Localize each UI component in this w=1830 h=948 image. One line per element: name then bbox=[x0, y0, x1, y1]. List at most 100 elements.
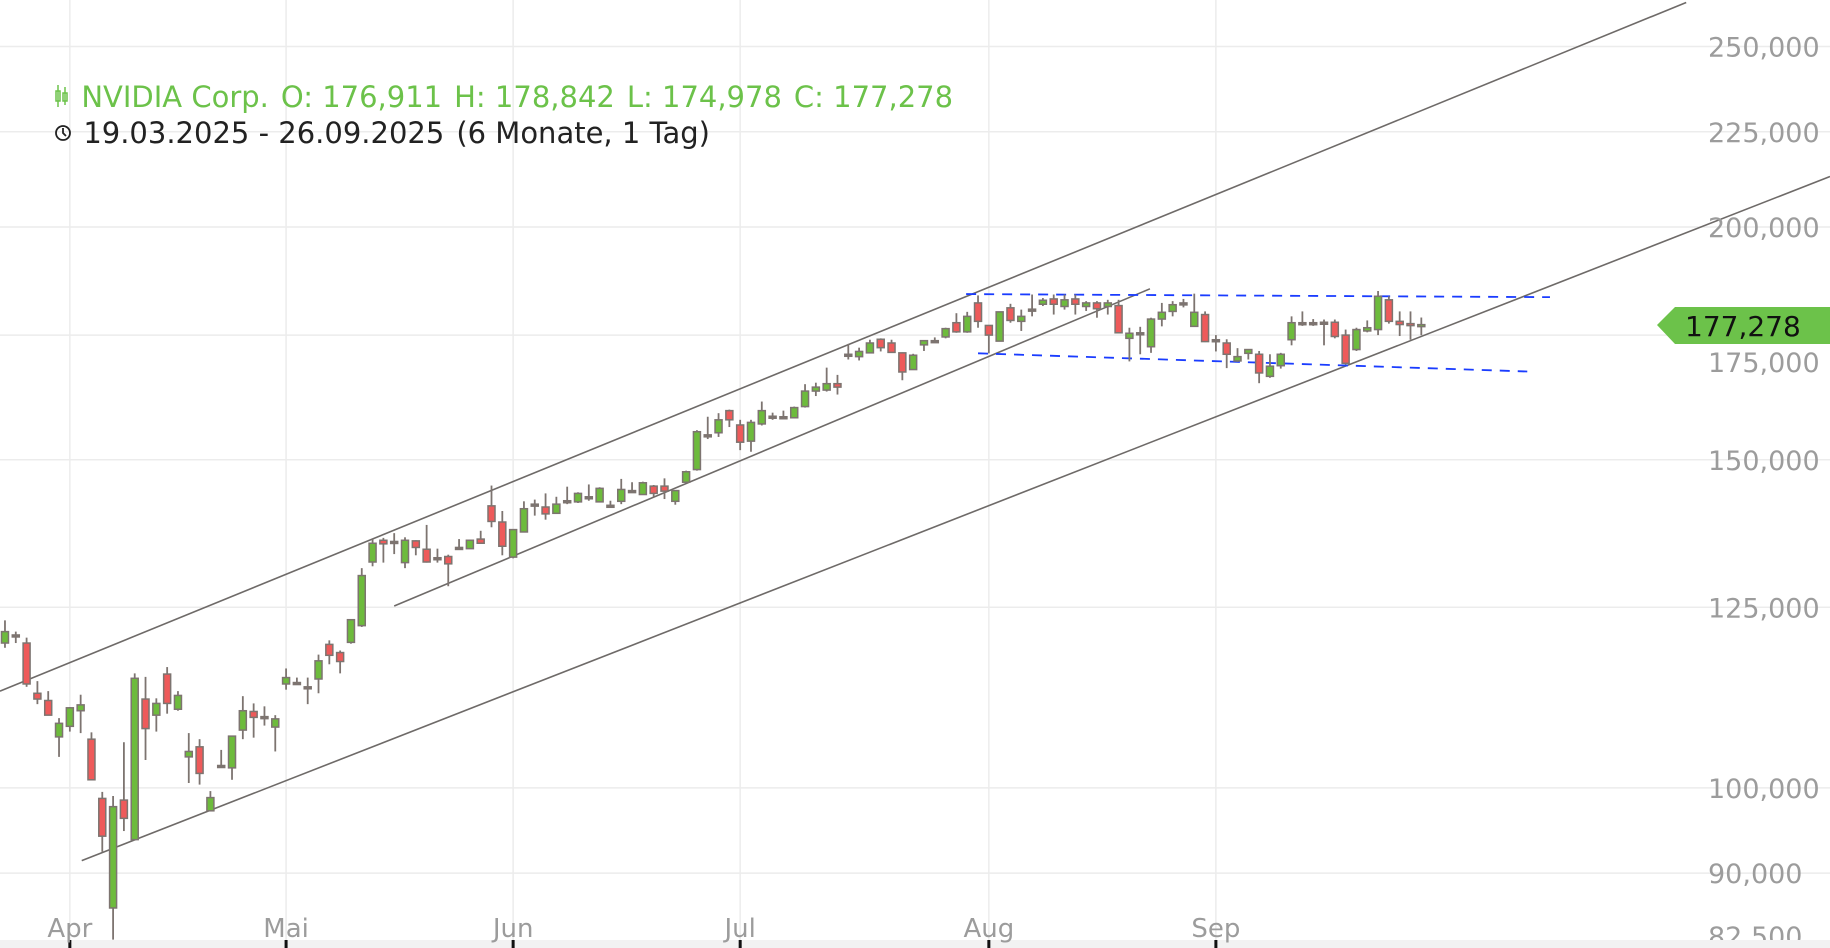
candle bbox=[400, 537, 410, 569]
candle-body bbox=[162, 673, 172, 705]
candle bbox=[1038, 298, 1048, 307]
candle-body bbox=[173, 694, 183, 711]
candle bbox=[930, 337, 940, 344]
candle-body bbox=[130, 677, 139, 841]
price-tick-label: 225,000 bbox=[1708, 118, 1820, 149]
candle bbox=[1049, 294, 1058, 315]
resistance-line bbox=[966, 293, 1550, 299]
candle bbox=[43, 691, 53, 716]
candle bbox=[422, 524, 431, 563]
candle-body bbox=[1276, 353, 1286, 367]
candle bbox=[1254, 350, 1264, 384]
candle-body bbox=[206, 796, 215, 812]
candle-body bbox=[389, 540, 399, 545]
candle-body bbox=[519, 507, 529, 533]
candle-body bbox=[757, 409, 767, 425]
candle-body bbox=[1222, 342, 1231, 356]
candle-body bbox=[616, 488, 626, 503]
candle bbox=[76, 694, 85, 734]
candle-body bbox=[822, 382, 831, 391]
candle-body bbox=[746, 421, 756, 442]
candle bbox=[941, 327, 950, 339]
candle bbox=[1017, 309, 1026, 331]
candle-body bbox=[1363, 326, 1372, 332]
price-axis[interactable]: 82,50090,000100,000125,000150,000175,000… bbox=[1708, 33, 1820, 948]
candle bbox=[238, 696, 248, 740]
candle bbox=[260, 706, 269, 726]
candle bbox=[1406, 311, 1415, 340]
month-label: Sep bbox=[1191, 914, 1240, 944]
candle-body bbox=[498, 521, 507, 547]
inner-trend-line bbox=[393, 288, 1151, 607]
candle-body bbox=[789, 406, 799, 419]
candle-body bbox=[1060, 299, 1069, 308]
candle-body bbox=[152, 702, 161, 716]
candle-body bbox=[65, 707, 75, 728]
candle-body bbox=[292, 681, 302, 686]
lower-channel-line bbox=[81, 175, 1830, 862]
candle-body bbox=[854, 350, 864, 358]
candle-body bbox=[908, 354, 918, 371]
candle-body bbox=[33, 692, 42, 700]
candle bbox=[0, 620, 10, 648]
candle-body bbox=[422, 548, 431, 563]
candle-body bbox=[1384, 299, 1394, 323]
candle bbox=[249, 703, 258, 738]
price-tick-label: 250,000 bbox=[1708, 33, 1820, 64]
candle bbox=[1373, 291, 1383, 336]
candle bbox=[671, 489, 680, 505]
time-axis-strip bbox=[0, 940, 1830, 948]
candle-body bbox=[1092, 302, 1102, 310]
candle-body bbox=[195, 746, 204, 775]
candle-body bbox=[1298, 321, 1307, 326]
candle-body bbox=[703, 434, 712, 438]
candle-body bbox=[281, 676, 291, 685]
time-axis[interactable]: Apr Mai Jun Jul Aug Sep bbox=[47, 914, 1240, 948]
candle bbox=[130, 673, 139, 841]
candle-body bbox=[1265, 365, 1275, 378]
candle bbox=[595, 487, 604, 503]
candle-body bbox=[876, 338, 885, 349]
candle bbox=[995, 311, 1004, 342]
price-tick-label: 100,000 bbox=[1708, 774, 1820, 805]
candle bbox=[800, 384, 810, 408]
candle bbox=[1081, 301, 1091, 311]
candle bbox=[314, 654, 323, 694]
clock-icon bbox=[18, 84, 72, 186]
candle bbox=[746, 419, 756, 452]
instrument-header: NVIDIA Corp. O: 176,911 H: 178,842 L: 174,9… bbox=[0, 14, 965, 150]
price-tick-label: 200,000 bbox=[1708, 213, 1820, 244]
candle bbox=[1071, 294, 1080, 315]
candle bbox=[487, 485, 496, 528]
candle-body bbox=[681, 471, 691, 483]
candle-body bbox=[735, 424, 745, 443]
candle-body bbox=[1417, 323, 1426, 328]
month-label: Apr bbox=[47, 914, 92, 944]
candle bbox=[584, 484, 594, 501]
candle bbox=[108, 795, 118, 940]
candle-body bbox=[1038, 299, 1048, 306]
candle bbox=[562, 486, 572, 505]
candle bbox=[33, 681, 42, 705]
candle-body bbox=[627, 489, 637, 494]
candle bbox=[281, 668, 291, 690]
candle bbox=[789, 406, 799, 419]
candle-body bbox=[1157, 311, 1167, 320]
candle bbox=[638, 481, 648, 496]
candle bbox=[389, 533, 399, 555]
last-price-tag-text: 177,278 bbox=[1685, 310, 1801, 343]
candle bbox=[735, 419, 745, 451]
candle bbox=[1200, 311, 1210, 343]
candle-body bbox=[800, 390, 810, 408]
candle bbox=[865, 339, 875, 354]
candle-body bbox=[346, 618, 356, 644]
candle bbox=[984, 324, 994, 354]
candle-body bbox=[335, 651, 345, 663]
candle bbox=[811, 382, 821, 397]
candle bbox=[606, 500, 615, 509]
candle bbox=[508, 528, 518, 559]
candle bbox=[346, 618, 356, 644]
candle bbox=[725, 409, 734, 428]
